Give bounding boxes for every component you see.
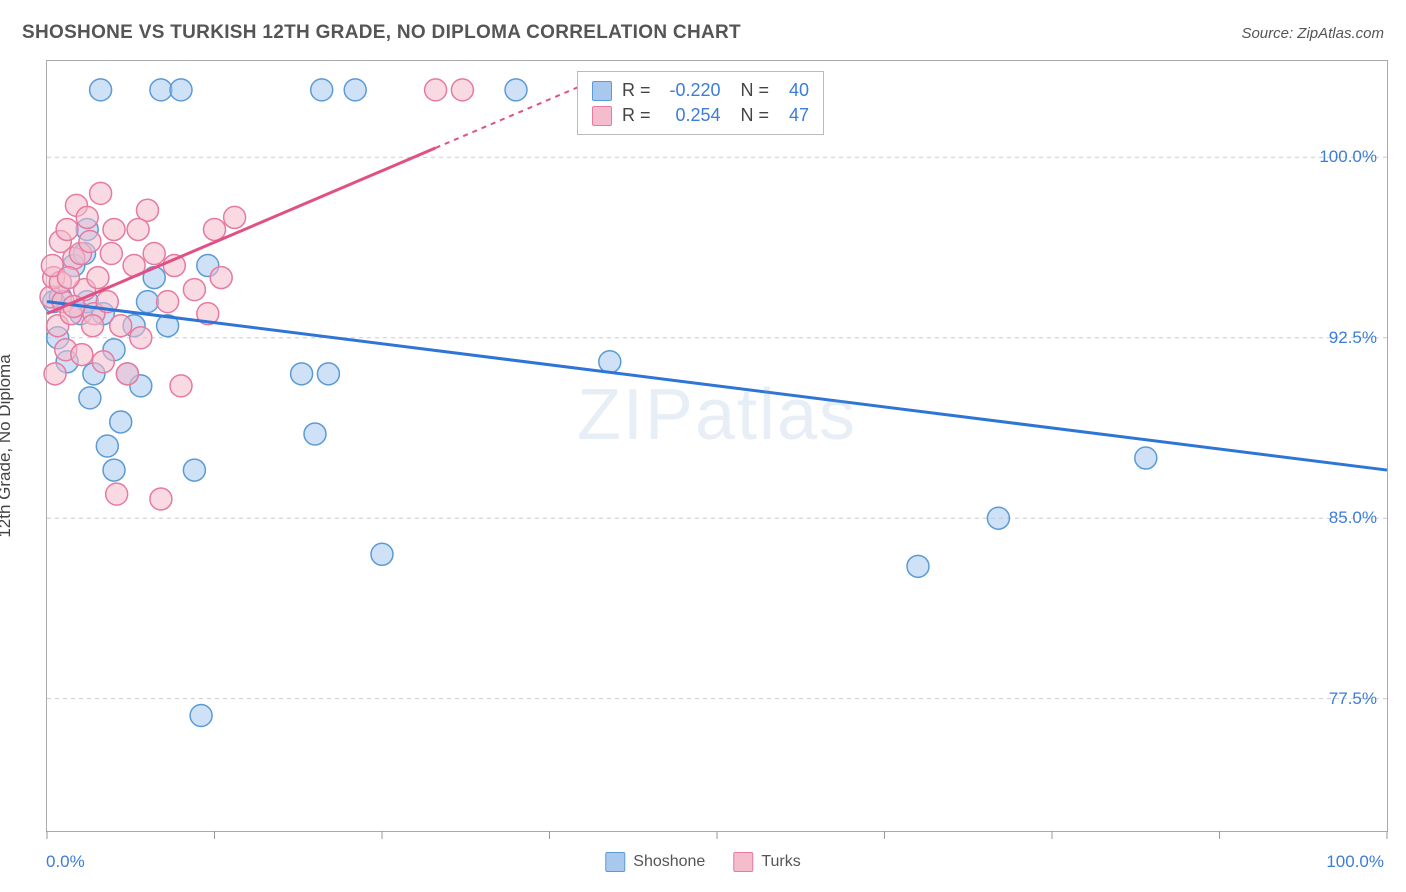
y-tick-label: 85.0% — [1329, 508, 1377, 528]
data-point — [79, 387, 101, 409]
data-point — [371, 543, 393, 565]
legend-item: Turks — [733, 852, 800, 872]
stats-n-label: N = — [731, 80, 770, 101]
y-tick-label: 92.5% — [1329, 328, 1377, 348]
data-point — [100, 243, 122, 265]
data-point — [127, 218, 149, 240]
data-point — [56, 218, 78, 240]
data-point — [317, 363, 339, 385]
stats-r-value: 0.254 — [661, 105, 721, 126]
data-point — [150, 488, 172, 510]
data-point — [79, 230, 101, 252]
source-label: Source: ZipAtlas.com — [1241, 25, 1384, 42]
data-point — [907, 555, 929, 577]
data-point — [103, 459, 125, 481]
stats-n-label: N = — [731, 105, 770, 126]
data-point — [1135, 447, 1157, 469]
data-point — [157, 291, 179, 313]
data-point — [311, 79, 333, 101]
data-point — [451, 79, 473, 101]
data-point — [90, 182, 112, 204]
stats-r-value: -0.220 — [661, 80, 721, 101]
data-point — [987, 507, 1009, 529]
data-point — [96, 435, 118, 457]
legend-item: Shoshone — [605, 852, 705, 872]
stats-n-value: 47 — [779, 105, 809, 126]
data-point — [505, 79, 527, 101]
y-tick-label: 77.5% — [1329, 689, 1377, 709]
legend-swatch — [605, 852, 625, 872]
data-point — [190, 705, 212, 727]
chart-title: SHOSHONE VS TURKISH 12TH GRADE, NO DIPLO… — [22, 22, 741, 44]
data-point — [304, 423, 326, 445]
legend-swatch — [733, 852, 753, 872]
data-point — [183, 279, 205, 301]
x-axis-min-label: 0.0% — [46, 852, 85, 872]
legend-label: Shoshone — [633, 853, 705, 871]
stats-swatch — [592, 106, 612, 126]
data-point — [170, 375, 192, 397]
data-point — [57, 267, 79, 289]
stats-row: R = -0.220 N = 40 — [592, 78, 809, 103]
data-point — [291, 363, 313, 385]
data-point — [116, 363, 138, 385]
data-point — [344, 79, 366, 101]
header: SHOSHONE VS TURKISH 12TH GRADE, NO DIPLO… — [22, 22, 1384, 44]
data-point — [87, 267, 109, 289]
y-tick-label: 100.0% — [1319, 147, 1377, 167]
data-point — [71, 344, 93, 366]
y-axis-label: 12th Grade, No Diploma — [0, 354, 15, 537]
data-point — [425, 79, 447, 101]
data-point — [82, 315, 104, 337]
stats-box: R = -0.220 N = 40 R = 0.254 N = 47 — [577, 71, 824, 135]
data-point — [92, 351, 114, 373]
data-point — [103, 218, 125, 240]
data-point — [210, 267, 232, 289]
data-point — [137, 291, 159, 313]
data-point — [110, 411, 132, 433]
data-point — [183, 459, 205, 481]
stats-r-label: R = — [622, 105, 651, 126]
data-point — [599, 351, 621, 373]
scatter-svg — [47, 61, 1387, 831]
data-point — [76, 206, 98, 228]
data-point — [110, 315, 132, 337]
stats-r-label: R = — [622, 80, 651, 101]
data-point — [224, 206, 246, 228]
data-point — [44, 363, 66, 385]
legend: Shoshone Turks — [605, 852, 800, 872]
data-point — [90, 79, 112, 101]
data-point — [106, 483, 128, 505]
data-point — [150, 79, 172, 101]
stats-swatch — [592, 81, 612, 101]
legend-label: Turks — [761, 853, 800, 871]
stats-row: R = 0.254 N = 47 — [592, 103, 809, 128]
data-point — [143, 243, 165, 265]
data-point — [170, 79, 192, 101]
data-point — [130, 327, 152, 349]
data-point — [204, 218, 226, 240]
x-axis-max-label: 100.0% — [1326, 852, 1384, 872]
plot-area: ZIPatlas R =-0.220 N =40R =0.254 N =47 7… — [46, 60, 1388, 832]
stats-n-value: 40 — [779, 80, 809, 101]
